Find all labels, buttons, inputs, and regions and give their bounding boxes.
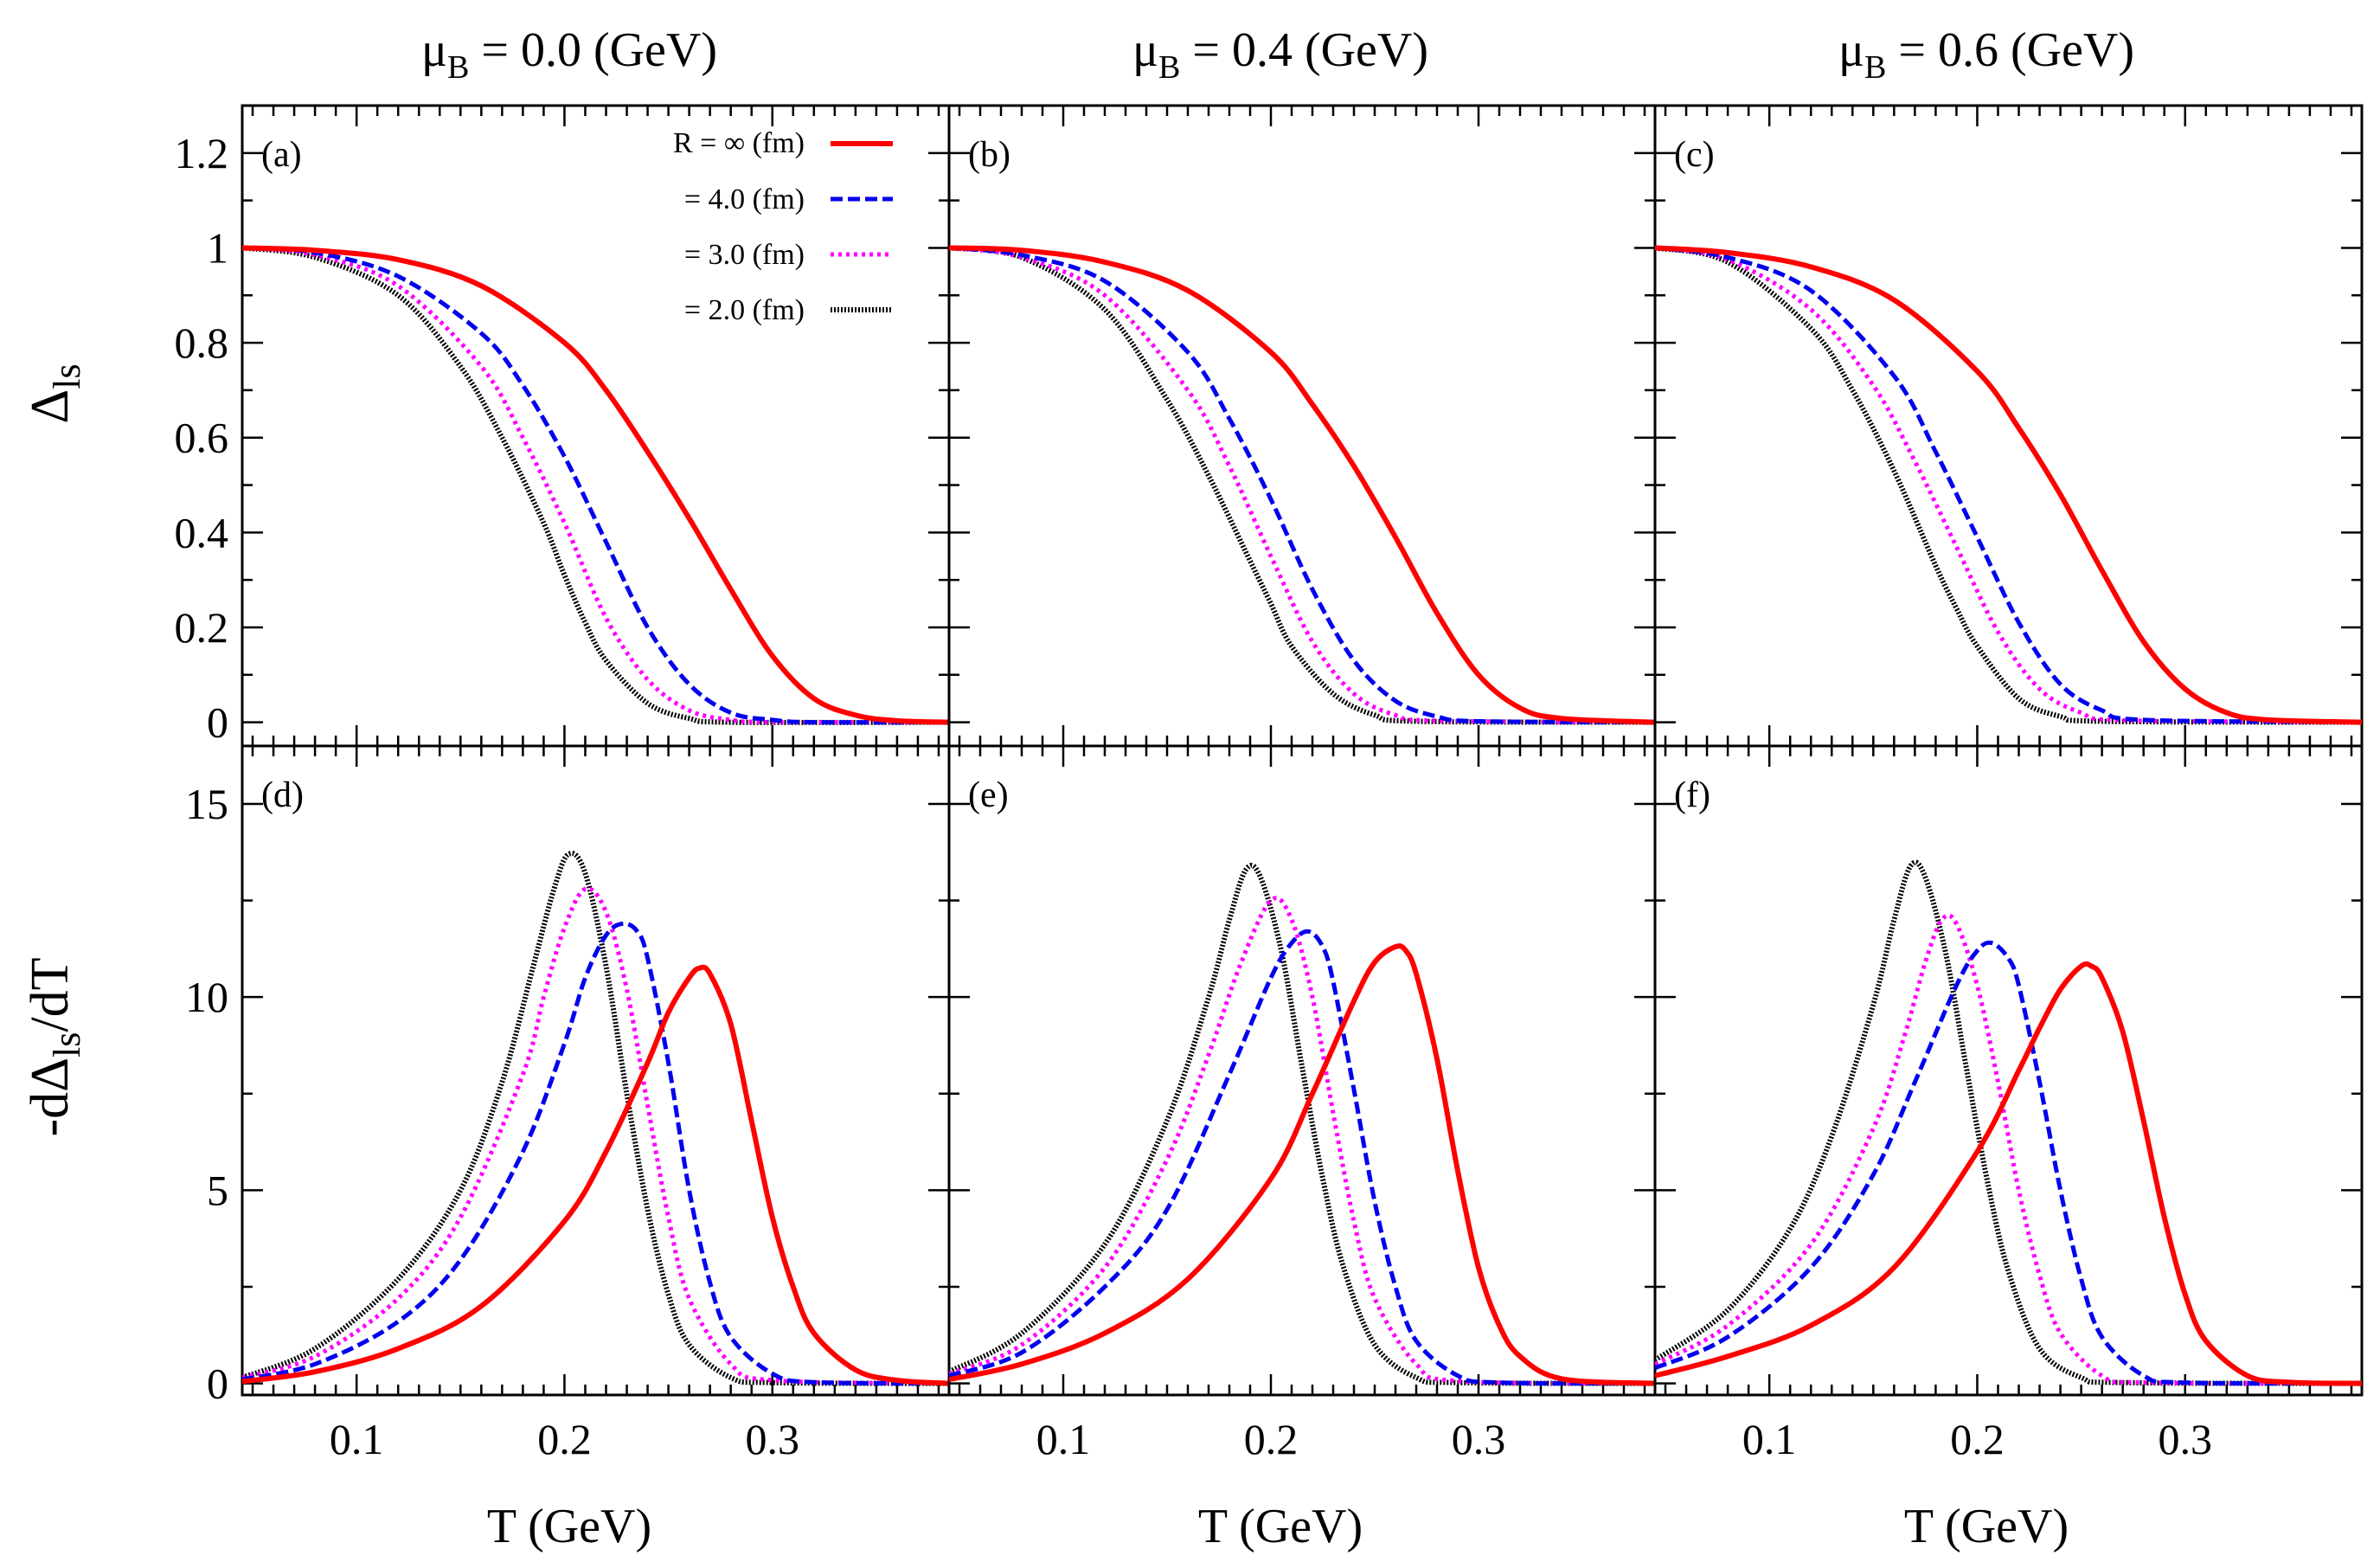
panel-d: 0 5 10 15 0.1 0.2 0.3 (d)	[185, 744, 951, 1463]
y-tick-label: 0.2	[175, 603, 229, 652]
series-line-r-4	[1655, 940, 2362, 1386]
series-line-r-3	[949, 245, 1655, 725]
y-tick-label: 1.2	[175, 129, 229, 177]
series-line-r-3	[1655, 245, 2362, 725]
series-line-r-2	[1655, 245, 2362, 725]
x-axis-title-2: T (GeV)	[1198, 1500, 1363, 1553]
series-line-r-2	[949, 863, 1655, 1386]
panel-label: (b)	[968, 135, 1010, 175]
legend-label-r-3: = 3.0 (fm)	[684, 239, 805, 271]
panel-f: 0.1 0.2 0.3 (f)	[1653, 744, 2364, 1463]
y-axis-title-top: Δls	[21, 363, 88, 423]
panel-b: (b)	[947, 104, 1657, 748]
series-line-r-4	[242, 245, 949, 725]
x-tick-label: 0.3	[1452, 1415, 1506, 1463]
x-tick-label: 0.2	[1950, 1415, 2005, 1463]
legend: R = ∞ (fm) = 4.0 (fm) = 3.0 (fm) = 2.0 (…	[673, 127, 893, 326]
series-line-r-inf	[242, 964, 949, 1386]
y-tick-label: 10	[185, 973, 228, 1021]
legend-label-r-2: = 2.0 (fm)	[684, 294, 805, 326]
series-line-r-2	[242, 851, 949, 1386]
panel-label: (a)	[261, 135, 302, 175]
panel-a: 0 0.2 0.4 0.6 0.8 1 1.2 (a)	[175, 104, 951, 748]
column-title-3: μB = 0.6 (GeV)	[1838, 23, 2134, 86]
series-line-r-3	[242, 886, 949, 1386]
x-tick-label: 0.3	[746, 1415, 800, 1463]
plot-frame	[241, 104, 951, 748]
series-line-r-3	[1655, 913, 2362, 1386]
column-title-2: μB = 0.4 (GeV)	[1132, 23, 1428, 86]
series-line-r-inf	[242, 245, 949, 725]
series-line-r-inf	[1655, 961, 2362, 1386]
y-tick-label: 0	[207, 1360, 228, 1408]
y-tick-label: 0	[207, 698, 228, 747]
x-tick-label: 0.2	[537, 1415, 592, 1463]
y-tick-label: 0.8	[175, 318, 229, 367]
panel-c: (c)	[1653, 104, 2364, 748]
x-tick-label: 0.3	[2159, 1415, 2213, 1463]
plot-frame	[241, 744, 951, 1397]
plot-frame	[1653, 104, 2364, 748]
legend-label-r-4: = 4.0 (fm)	[684, 183, 805, 215]
x-axis-title-3: T (GeV)	[1904, 1500, 2069, 1553]
panel-label: (d)	[261, 775, 304, 815]
series-line-r-2	[242, 245, 949, 725]
y-tick-label: 15	[185, 780, 228, 828]
plot-frame	[947, 104, 1657, 748]
panel-label: (e)	[968, 775, 1009, 815]
x-tick-label: 0.2	[1244, 1415, 1299, 1463]
legend-label-r-inf: R = ∞ (fm)	[673, 127, 805, 159]
y-tick-label: 5	[207, 1166, 228, 1214]
series-line-r-inf	[1655, 245, 2362, 725]
panel-e: 0.1 0.2 0.3 (e)	[947, 744, 1657, 1463]
x-axis-title-1: T (GeV)	[487, 1500, 651, 1553]
series-line-r-inf	[949, 943, 1655, 1386]
series-line-r-2	[1655, 859, 2362, 1386]
x-tick-label: 0.1	[1036, 1415, 1091, 1463]
y-tick-label: 1	[207, 223, 228, 272]
series-line-r-3	[949, 896, 1655, 1386]
series-line-r-4	[1655, 245, 2362, 725]
series-line-r-4	[949, 929, 1655, 1386]
series-line-r-2	[949, 245, 1655, 725]
panel-label: (f)	[1674, 775, 1710, 815]
plot-frame	[1653, 744, 2364, 1397]
series-line-r-4	[949, 245, 1655, 725]
x-tick-label: 0.1	[330, 1415, 384, 1463]
series-line-r-3	[242, 245, 949, 725]
y-axis-title-bottom: -dΔls/dT	[21, 958, 88, 1137]
column-title-1: μB = 0.0 (GeV)	[421, 23, 717, 86]
series-line-r-4	[242, 921, 949, 1386]
y-tick-label: 0.6	[175, 414, 229, 462]
x-tick-label: 0.1	[1742, 1415, 1797, 1463]
y-tick-label: 0.4	[175, 508, 229, 556]
series-line-r-inf	[949, 245, 1655, 725]
panel-label: (c)	[1674, 135, 1715, 175]
